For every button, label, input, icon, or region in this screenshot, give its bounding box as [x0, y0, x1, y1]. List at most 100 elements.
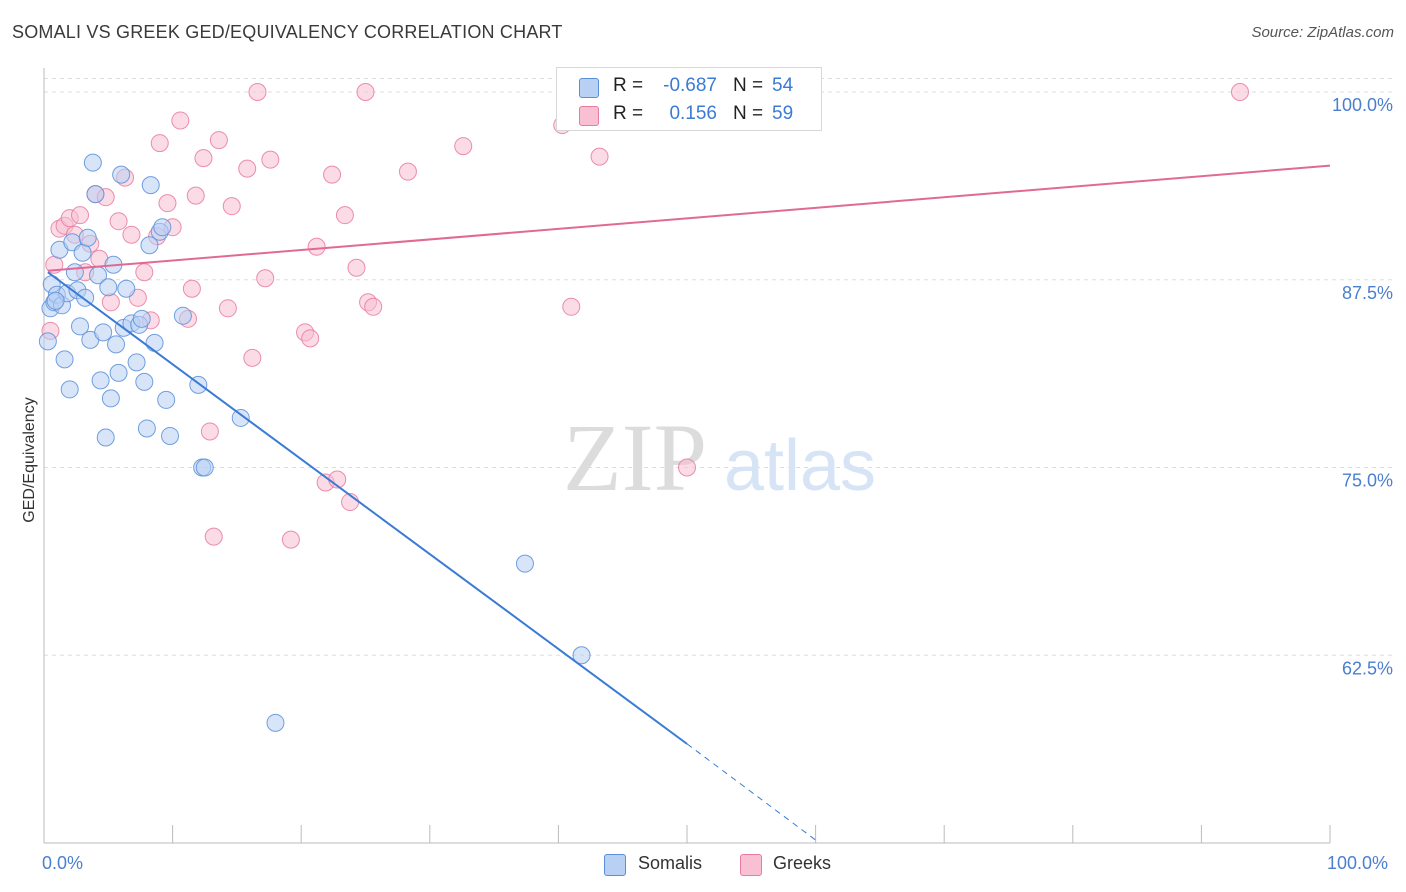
legend-label-greeks: Greeks [773, 853, 832, 873]
trendline-somalis [47, 271, 688, 745]
legend-swatch-somalis [604, 854, 626, 876]
legend-row-somalis: R = -0.687 N = 54 [557, 72, 821, 100]
y-tick-label-0: 62.5% [1342, 658, 1393, 678]
point-somalis-19 [86, 185, 105, 204]
point-greeks-35 [248, 83, 267, 102]
point-greeks-41 [307, 237, 326, 256]
point-greeks-15 [122, 225, 141, 244]
point-somalis-44 [161, 426, 180, 445]
point-somalis-16 [78, 228, 97, 247]
trendline-somalis-extension [686, 743, 816, 841]
point-greeks-33 [238, 159, 257, 178]
legend-label-somalis: Somalis [638, 853, 703, 873]
point-somalis-42 [153, 218, 172, 237]
point-somalis-50 [266, 713, 285, 732]
y-tick-label-3: 100.0% [1332, 95, 1393, 115]
point-somalis-22 [94, 323, 113, 342]
point-somalis-0 [38, 332, 57, 351]
point-greeks-45 [335, 206, 354, 225]
legend-r-label: R = [613, 75, 644, 96]
legend-r-label: R = [613, 103, 644, 124]
x-tick-label-min: 0.0% [42, 853, 84, 873]
point-greeks-34 [243, 348, 262, 367]
chart-source: Source: ZipAtlas.com [1251, 24, 1394, 41]
legend-n-label: N = [733, 103, 764, 124]
legend-swatch-somalis [579, 78, 599, 98]
point-somalis-43 [157, 390, 176, 409]
point-greeks-12 [101, 293, 120, 312]
point-somalis-21 [91, 371, 110, 390]
point-greeks-38 [281, 530, 300, 549]
watermark-zip: ZIP [563, 404, 707, 511]
point-somalis-52 [572, 646, 591, 665]
point-greeks-50 [356, 83, 375, 102]
chart-title: SOMALI VS GREEK GED/EQUIVALENCY CORRELAT… [12, 22, 563, 42]
point-greeks-28 [200, 422, 219, 441]
point-somalis-13 [71, 317, 90, 336]
point-somalis-53 [46, 291, 65, 310]
legend-n-value: 59 [772, 103, 794, 124]
watermark-atlas: atlas [724, 426, 876, 506]
point-greeks-47 [347, 258, 366, 277]
point-greeks-20 [150, 134, 169, 153]
x-tick-label-max: 100.0% [1327, 853, 1389, 873]
legend-r-value: -0.687 [663, 75, 717, 96]
point-greeks-43 [323, 165, 342, 184]
point-greeks-49 [364, 297, 383, 316]
point-greeks-30 [209, 131, 228, 150]
legend-n-value: 54 [772, 75, 794, 96]
point-greeks-40 [301, 329, 320, 348]
point-greeks-29 [204, 527, 223, 546]
legend-swatch-greeks [740, 854, 762, 876]
point-greeks-54 [562, 297, 581, 316]
point-greeks-23 [171, 111, 190, 130]
point-greeks-37 [261, 150, 280, 169]
point-greeks-31 [218, 299, 237, 318]
point-somalis-38 [140, 236, 159, 255]
point-somalis-49 [231, 408, 250, 427]
trendline-greeks [47, 164, 1331, 272]
point-somalis-29 [112, 165, 131, 184]
point-somalis-33 [127, 353, 146, 372]
point-somalis-25 [101, 389, 120, 408]
y-tick-labels: 62.5% 75.0% 87.5% 100.0% [1332, 95, 1393, 678]
point-somalis-51 [515, 554, 534, 573]
point-greeks-25 [182, 279, 201, 298]
y-tick-label-1: 75.0% [1342, 471, 1393, 491]
y-tick-label-2: 87.5% [1342, 283, 1393, 303]
point-somalis-18 [83, 153, 102, 172]
point-somalis-27 [107, 335, 126, 354]
point-greeks-26 [186, 186, 205, 205]
axes [43, 68, 1331, 844]
point-greeks-32 [222, 197, 241, 216]
point-greeks-52 [454, 137, 473, 156]
point-greeks-58 [1230, 83, 1249, 102]
point-greeks-36 [256, 269, 275, 288]
legend-n-label: N = [733, 75, 764, 96]
point-somalis-23 [96, 428, 115, 447]
point-greeks-6 [71, 206, 90, 225]
series-legend: Somalis Greeks [0, 852, 1406, 878]
point-greeks-51 [398, 162, 417, 181]
point-somalis-45 [173, 306, 192, 325]
point-somalis-31 [117, 279, 136, 298]
point-somalis-9 [60, 380, 79, 399]
point-somalis-11 [65, 263, 84, 282]
point-somalis-40 [145, 333, 164, 352]
point-somalis-37 [137, 419, 156, 438]
watermark: ZIP atlas [563, 404, 876, 511]
point-somalis-35 [132, 309, 151, 328]
point-somalis-14 [73, 243, 92, 262]
legend-swatch-greeks [579, 106, 599, 126]
point-somalis-24 [99, 278, 118, 297]
point-greeks-27 [194, 149, 213, 168]
legend-r-value: 0.156 [669, 103, 717, 124]
trend-lines [47, 164, 1331, 841]
point-somalis-36 [135, 372, 154, 391]
point-greeks-56 [678, 458, 696, 477]
point-greeks-21 [158, 194, 177, 213]
series-somalis-points [38, 153, 591, 732]
correlation-legend: R = -0.687 N = 54 R = 0.156 N = 59 [556, 67, 822, 131]
point-greeks-13 [109, 212, 128, 231]
